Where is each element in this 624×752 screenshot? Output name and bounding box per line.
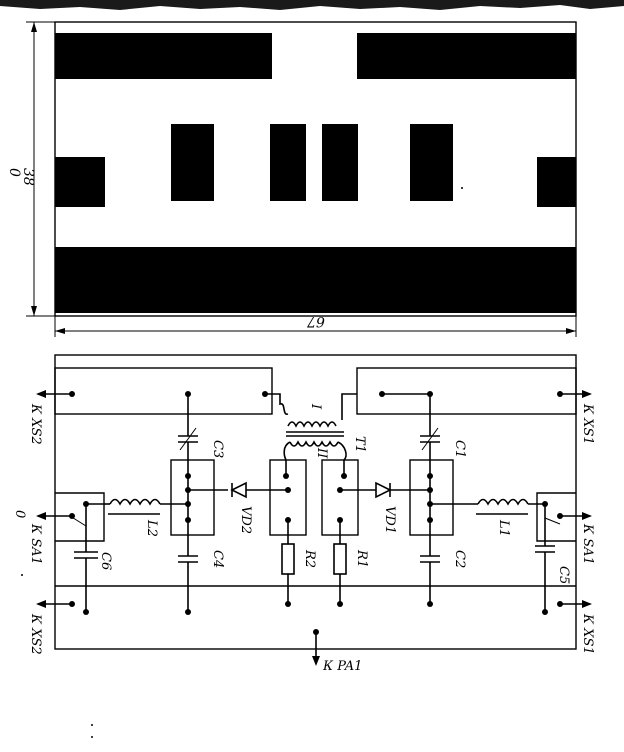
schematic-pad-top-right [356,367,577,415]
connector-xs1-bottom-label: К XS1 [580,613,595,655]
c5-label: C5 [556,566,571,584]
r2-label: R2 [302,549,317,568]
schematic-block-c1-c2 [409,459,454,536]
schematic-pad-left-sa1 [55,492,105,542]
schematic-pad-top-left [54,367,273,415]
pad-top-left [55,33,272,79]
pad-center-4 [410,124,453,201]
schematic-block-c3-c4 [170,459,215,536]
t1-winding-2-label: II [314,447,329,459]
schematic: I T1 II C3 VD2 C4 [12,354,595,674]
c1-label: C1 [452,440,467,458]
inductor-l2: L2 [104,498,188,537]
pcb-board [54,21,577,317]
height-dimension: 38 0 [6,21,55,317]
junction-dots [69,391,563,635]
pad-center-3 [322,124,358,201]
c6-label: C6 [98,552,113,570]
pad-bottom [55,247,576,313]
connector-arrows [36,390,592,666]
pad-mid-right-edge [537,157,576,207]
connector-pa1-label: К PA1 [322,659,362,674]
pad-mid-left-edge [55,157,105,207]
resistor-r2: R2 [281,460,317,604]
pad-center-2 [270,124,306,201]
connector-xs1-top-label: К XS1 [580,403,595,445]
l1-label: L1 [496,519,511,537]
connector-xs2-bottom-label: К XS2 [28,613,43,655]
t1-label: T1 [352,436,367,453]
width-dimension-value: 67 [307,313,325,329]
height-dimension-value: 38 [20,168,36,186]
connector-sa1-right-label: К SA1 [580,523,595,565]
resistor-r1: R1 [333,460,369,604]
vd2-label: VD2 [238,506,253,534]
schematic-pad-right-sa1 [536,492,576,542]
scan-specks [21,187,463,738]
left-zero-label: 0 [12,510,27,518]
capacitor-c4: C4 [178,550,225,612]
diode-vd1: VD1 [340,481,430,534]
connector-xs2-top-label: К XS2 [28,403,43,445]
capacitor-c2: C2 [420,550,467,604]
capacitor-c5: C5 [535,504,571,612]
r1-label: R1 [354,549,369,568]
pad-top-right [357,33,576,79]
connector-sa1-left-label: К SA1 [28,523,43,565]
transformer-t1: I T1 II [265,393,367,461]
l2-label: L2 [144,519,159,537]
capacitor-c3: C3 [178,394,225,476]
inductor-l1: L1 [430,498,545,537]
scan-edge [0,0,624,10]
c3-label: C3 [210,440,225,458]
c4-label: C4 [210,550,225,568]
height-dimension-symbol: 0 [6,168,22,177]
c2-label: C2 [452,550,467,568]
diode-vd2: VD2 [230,481,288,534]
capacitor-c1: C1 [420,394,467,556]
pad-center-1 [171,124,214,201]
vd1-label: VD1 [382,506,397,534]
capacitor-c6: C6 [69,503,113,612]
t1-winding-primary [287,421,337,428]
t1-winding-secondary [289,440,339,447]
t1-winding-1-label: I [308,403,323,410]
schematic-board-outline [54,354,577,650]
width-dimension: 67 [54,313,577,337]
